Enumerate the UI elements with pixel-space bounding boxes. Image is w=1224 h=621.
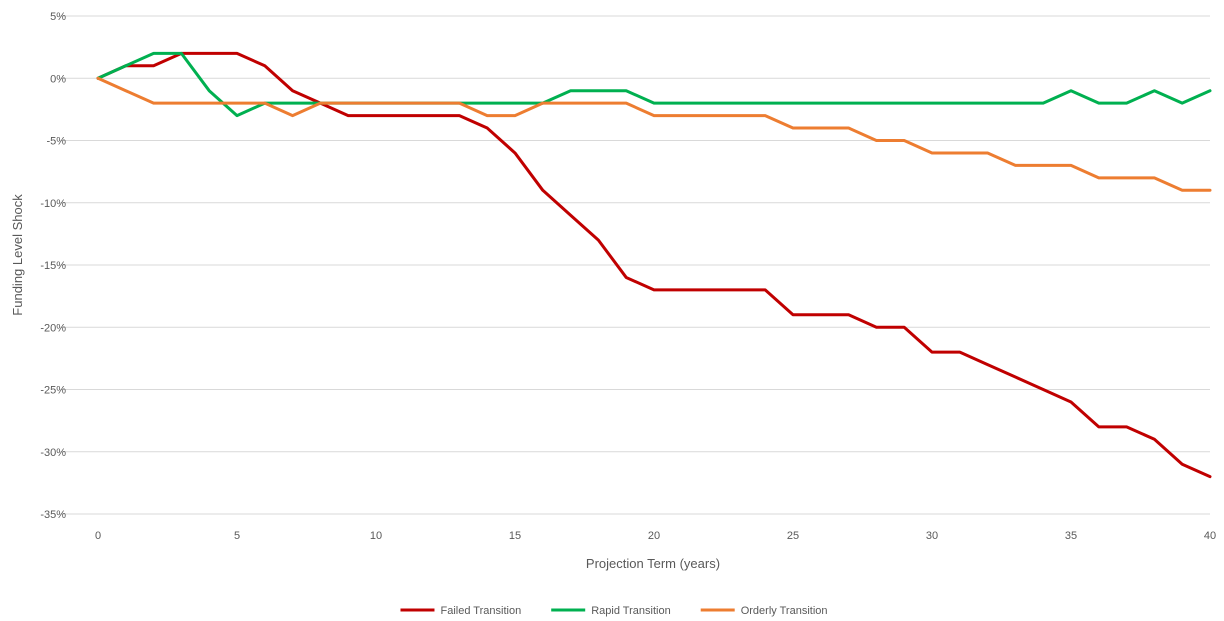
x-tick-label: 30 bbox=[926, 530, 938, 542]
y-tick-label: -35% bbox=[40, 509, 66, 521]
series-line-rapid-transition bbox=[96, 51, 1212, 118]
x-tick-label: 25 bbox=[787, 530, 799, 542]
x-tick-label: 35 bbox=[1065, 530, 1077, 542]
legend-item: Rapid Transition bbox=[551, 605, 671, 617]
legend-label: Rapid Transition bbox=[591, 605, 671, 617]
y-tick-label: -20% bbox=[40, 322, 66, 334]
x-tick-label: 10 bbox=[370, 530, 382, 542]
series-line-orderly-transition bbox=[96, 76, 1212, 192]
series-lines bbox=[96, 51, 1212, 479]
series-line-failed-transition bbox=[96, 51, 1212, 479]
gridlines bbox=[60, 15, 1210, 515]
x-tick-label: 40 bbox=[1204, 530, 1216, 542]
x-tick-label: 20 bbox=[648, 530, 660, 542]
y-axis-tick-labels: 5% 0% -5% -10% -15% -20% -25% -30% -35% bbox=[40, 11, 66, 521]
y-tick-label: -25% bbox=[40, 385, 66, 397]
x-tick-label: 15 bbox=[509, 530, 521, 542]
x-tick-label: 0 bbox=[95, 530, 101, 542]
y-axis-title: Funding Level Shock bbox=[10, 194, 25, 316]
legend-label: Failed Transition bbox=[440, 605, 521, 617]
legend-label: Orderly Transition bbox=[741, 605, 828, 617]
y-tick-label: -15% bbox=[40, 260, 66, 272]
y-tick-label: -30% bbox=[40, 447, 66, 459]
legend: Failed Transition Rapid Transition Orderly… bbox=[400, 605, 828, 617]
legend-item: Failed Transition bbox=[400, 605, 521, 617]
x-axis-title: Projection Term (years) bbox=[586, 556, 720, 571]
x-tick-label: 5 bbox=[234, 530, 240, 542]
y-tick-label: 0% bbox=[50, 73, 66, 85]
y-tick-label: -5% bbox=[46, 136, 66, 148]
y-tick-label: 5% bbox=[50, 11, 66, 23]
x-axis-tick-labels: 0 5 10 15 20 25 30 35 40 bbox=[95, 530, 1216, 542]
y-tick-label: -10% bbox=[40, 198, 66, 210]
legend-item: Orderly Transition bbox=[700, 605, 828, 617]
